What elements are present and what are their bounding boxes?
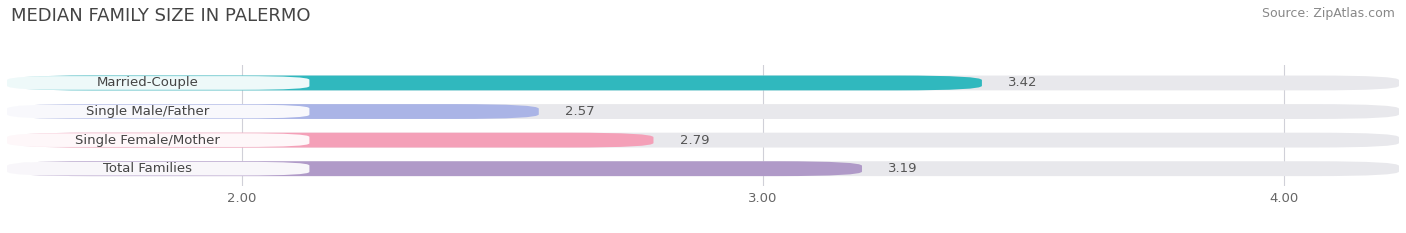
Text: 2.79: 2.79	[679, 134, 709, 147]
Text: 3.42: 3.42	[1008, 76, 1038, 89]
FancyBboxPatch shape	[0, 162, 309, 175]
Text: Married-Couple: Married-Couple	[97, 76, 198, 89]
FancyBboxPatch shape	[0, 133, 309, 147]
FancyBboxPatch shape	[7, 104, 1399, 119]
Text: Source: ZipAtlas.com: Source: ZipAtlas.com	[1261, 7, 1395, 20]
FancyBboxPatch shape	[7, 133, 654, 147]
FancyBboxPatch shape	[7, 104, 538, 119]
FancyBboxPatch shape	[7, 75, 1399, 90]
Text: Total Families: Total Families	[103, 162, 193, 175]
Text: MEDIAN FAMILY SIZE IN PALERMO: MEDIAN FAMILY SIZE IN PALERMO	[11, 7, 311, 25]
FancyBboxPatch shape	[7, 161, 1399, 176]
FancyBboxPatch shape	[0, 105, 309, 118]
Text: Single Female/Mother: Single Female/Mother	[76, 134, 221, 147]
FancyBboxPatch shape	[7, 75, 981, 90]
Text: 3.19: 3.19	[889, 162, 918, 175]
Text: Single Male/Father: Single Male/Father	[86, 105, 209, 118]
FancyBboxPatch shape	[7, 133, 1399, 147]
FancyBboxPatch shape	[7, 161, 862, 176]
Text: 2.57: 2.57	[565, 105, 595, 118]
FancyBboxPatch shape	[0, 76, 309, 90]
